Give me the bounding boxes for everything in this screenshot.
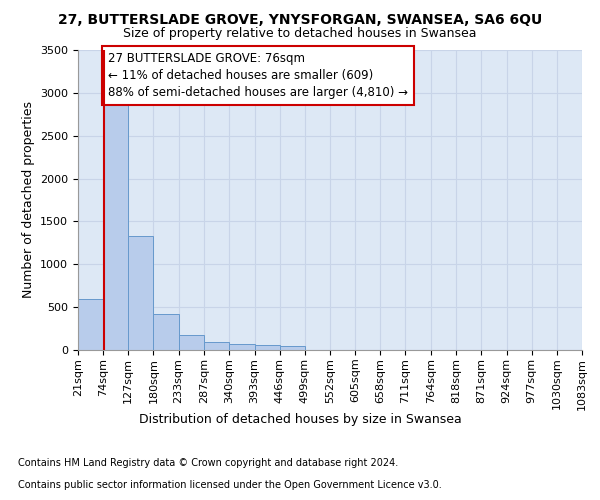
Y-axis label: Number of detached properties: Number of detached properties bbox=[22, 102, 35, 298]
Bar bbox=[280, 346, 305, 350]
Bar bbox=[229, 344, 254, 350]
Bar bbox=[204, 342, 229, 350]
Text: 27 BUTTERSLADE GROVE: 76sqm
← 11% of detached houses are smaller (609)
88% of se: 27 BUTTERSLADE GROVE: 76sqm ← 11% of det… bbox=[108, 52, 408, 98]
Text: Size of property relative to detached houses in Swansea: Size of property relative to detached ho… bbox=[123, 28, 477, 40]
Text: Distribution of detached houses by size in Swansea: Distribution of detached houses by size … bbox=[139, 412, 461, 426]
Bar bbox=[179, 335, 204, 350]
Bar bbox=[154, 314, 179, 350]
Bar bbox=[128, 236, 154, 350]
Text: Contains HM Land Registry data © Crown copyright and database right 2024.: Contains HM Land Registry data © Crown c… bbox=[18, 458, 398, 468]
Bar bbox=[103, 102, 128, 350]
Text: Contains public sector information licensed under the Open Government Licence v3: Contains public sector information licen… bbox=[18, 480, 442, 490]
Bar bbox=[78, 298, 103, 350]
Text: 27, BUTTERSLADE GROVE, YNYSFORGAN, SWANSEA, SA6 6QU: 27, BUTTERSLADE GROVE, YNYSFORGAN, SWANS… bbox=[58, 12, 542, 26]
Bar bbox=[254, 345, 280, 350]
